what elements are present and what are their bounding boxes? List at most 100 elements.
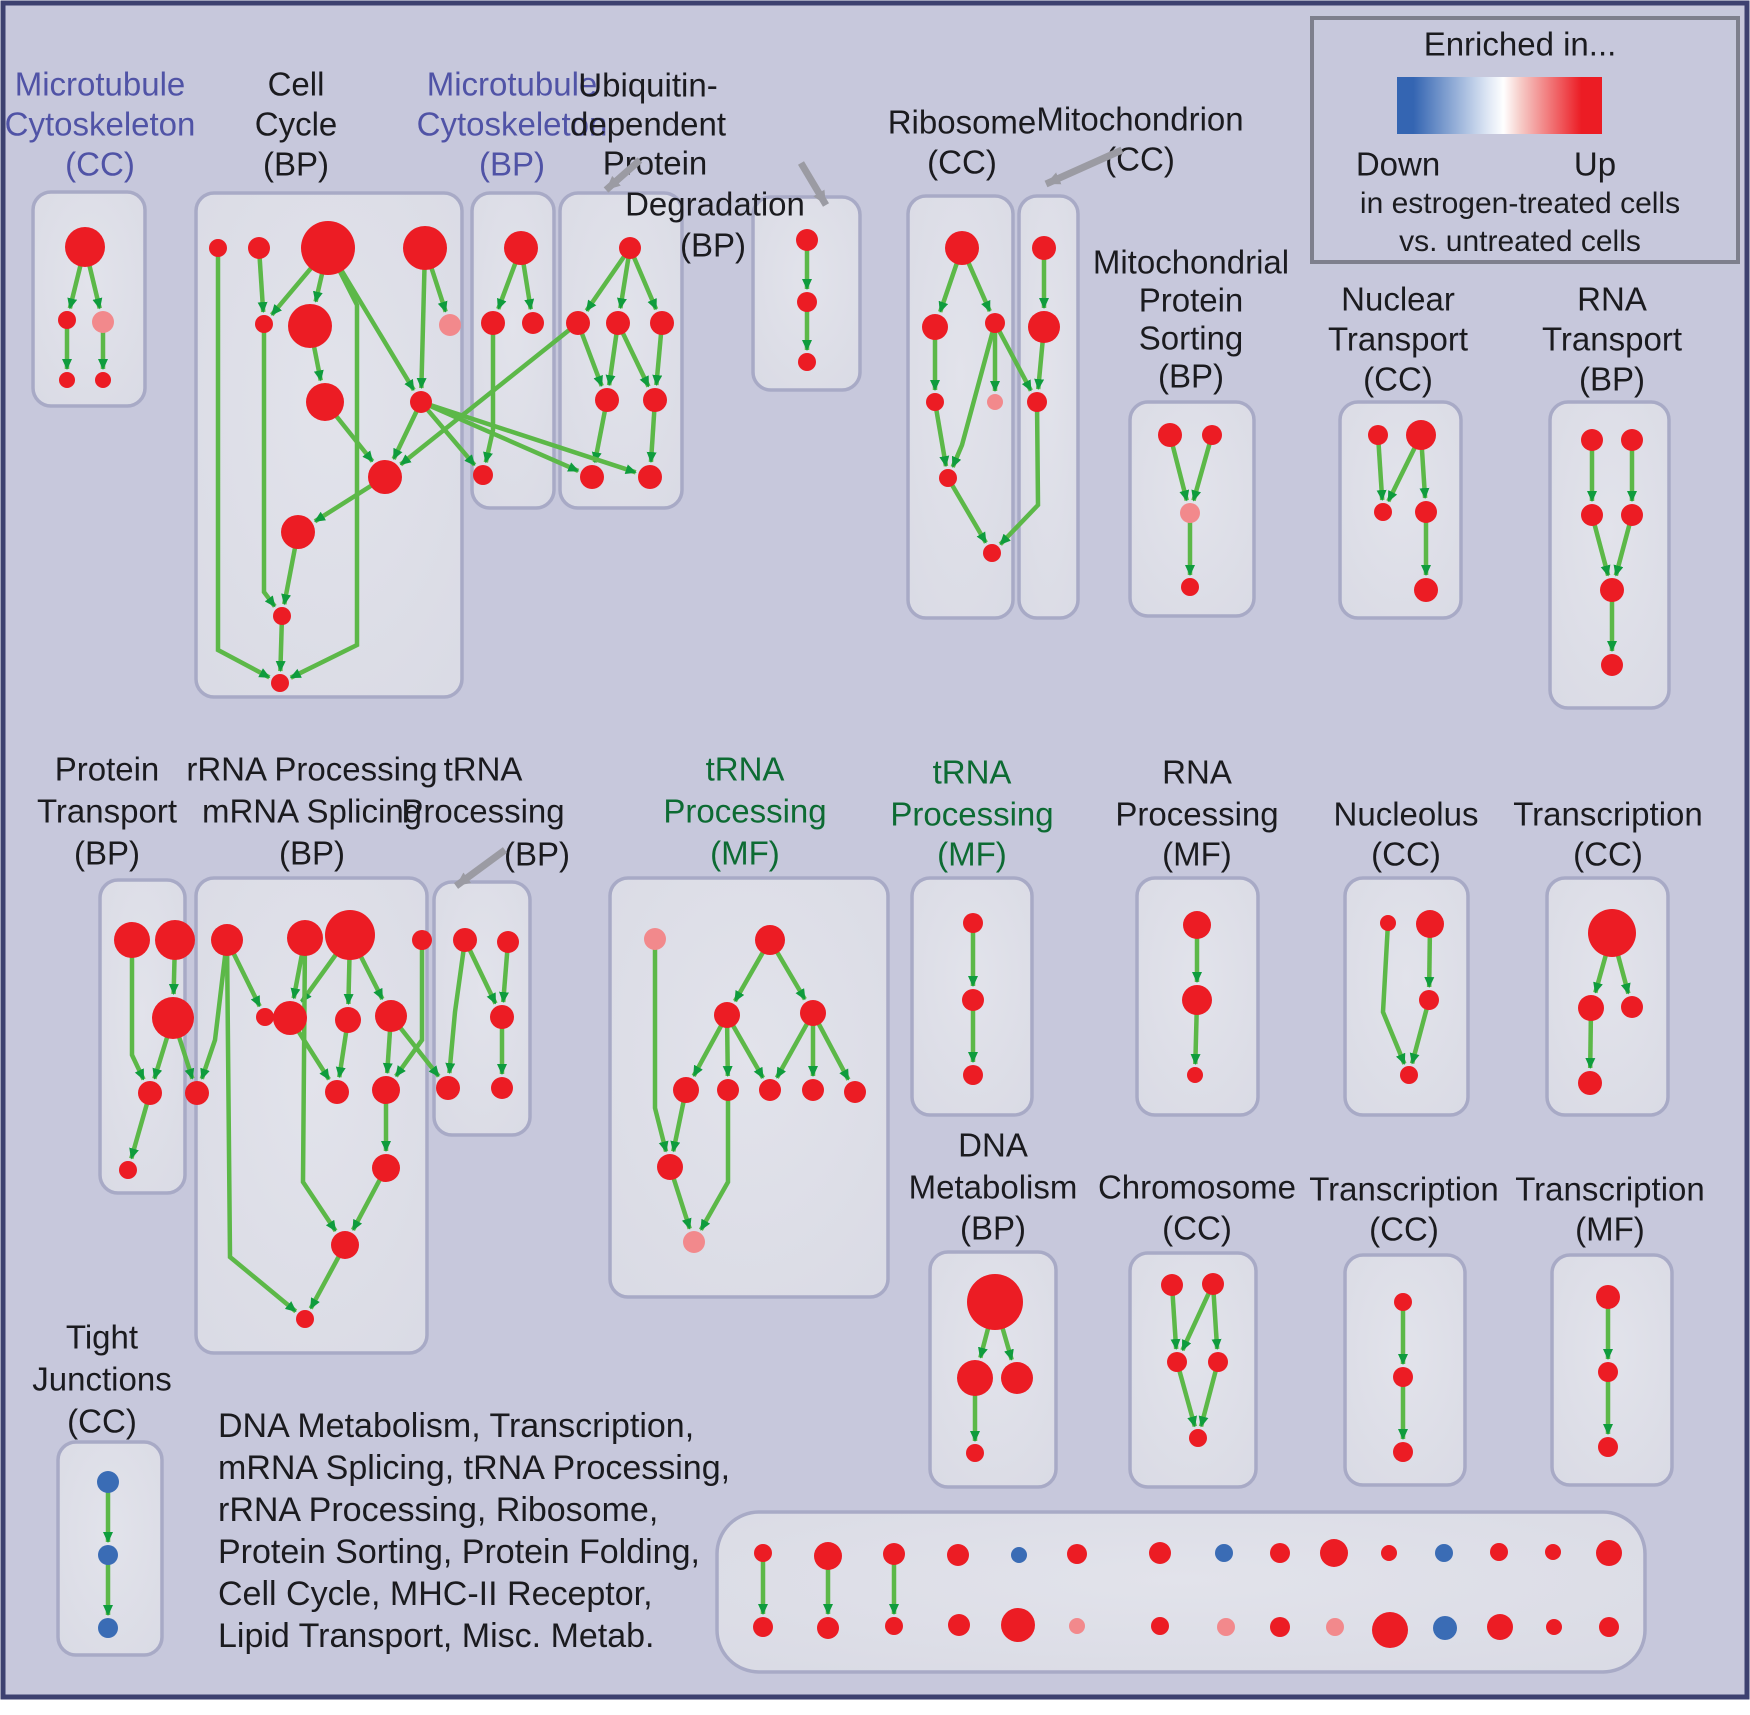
gene-node	[606, 311, 630, 335]
gene-node	[372, 1154, 400, 1182]
edge	[483, 323, 496, 464]
edge	[946, 476, 988, 544]
gene-node	[1588, 909, 1636, 957]
edge	[199, 939, 230, 1080]
gene-node	[92, 311, 114, 333]
cluster-label-mito: Mitochondrion	[1036, 101, 1243, 138]
gene-node	[683, 1231, 705, 1253]
gene-node	[1381, 1545, 1397, 1561]
cluster-label-trna_mf1: tRNA	[706, 751, 785, 788]
cluster-label-mt_cc: (CC)	[65, 146, 135, 183]
gene-node	[1419, 990, 1439, 1010]
gene-node	[288, 304, 332, 348]
cluster-label-mito_sort: Sorting	[1139, 320, 1244, 357]
cluster-label-trans_cc3: (CC)	[1369, 1211, 1439, 1248]
misc-cluster-text: Lipid Transport, Misc. Metab.	[218, 1617, 655, 1655]
cluster-box-trans_cc2	[1545, 876, 1670, 1117]
gene-node	[453, 928, 477, 952]
gene-node	[58, 311, 76, 329]
misc-cluster-text: rRNA Processing, Ribosome,	[218, 1491, 658, 1529]
edge	[129, 940, 146, 1081]
cluster-label-trna_bp: (BP)	[504, 836, 570, 873]
gene-node	[967, 1274, 1023, 1330]
edge	[420, 399, 580, 474]
gene-node	[1189, 1429, 1207, 1447]
gene-node	[1326, 1618, 1344, 1636]
gene-node	[256, 1008, 274, 1026]
cluster-label-dna_met: DNA	[958, 1127, 1028, 1164]
gene-node	[1621, 996, 1643, 1018]
gene-node	[1581, 429, 1603, 451]
cluster-label-mt_cc: Microtubule	[15, 66, 186, 103]
gene-node	[753, 1617, 773, 1637]
cluster-label-trna_bp: Processing	[401, 793, 564, 830]
gene-node	[657, 1154, 683, 1180]
edge	[950, 322, 998, 468]
gene-node	[922, 314, 948, 340]
cluster-box-chromosome	[1128, 1251, 1258, 1489]
gene-node	[800, 1000, 826, 1026]
gene-node	[643, 388, 667, 412]
gene-node	[1069, 1618, 1085, 1634]
edge	[698, 1090, 731, 1231]
cluster-label-tight_j: (CC)	[67, 1403, 137, 1440]
cluster-label-dna_met: (BP)	[960, 1210, 1026, 1247]
cluster-label-mt_bp: (BP)	[479, 146, 545, 183]
gene-node	[1380, 915, 1396, 931]
edge	[275, 615, 286, 673]
gene-node	[1601, 654, 1623, 676]
gene-node	[1217, 1618, 1235, 1636]
cluster-label-prot_trans: (BP)	[74, 835, 140, 872]
cluster-label-ubiq_a: (BP)	[680, 227, 746, 264]
edge	[993, 321, 1033, 392]
gene-node	[473, 465, 493, 485]
gene-node	[375, 1000, 407, 1032]
gene-node	[802, 1079, 824, 1101]
gene-node	[522, 312, 544, 334]
annotation-arrow	[453, 847, 508, 889]
cluster-label-trna_mf2: tRNA	[933, 754, 1012, 791]
gene-node	[1001, 1608, 1035, 1642]
gene-node	[1149, 1542, 1171, 1564]
gene-node	[98, 1618, 118, 1638]
edge	[261, 324, 277, 608]
gene-node	[296, 1310, 314, 1328]
cluster-label-nucleolus: Nucleolus	[1334, 796, 1479, 833]
annotation-arrow	[1044, 146, 1124, 188]
cluster-label-rna_proc: RNA	[1162, 754, 1232, 791]
gene-node	[481, 311, 505, 335]
gene-node	[580, 465, 604, 489]
gene-node	[844, 1081, 866, 1103]
gene-node	[271, 674, 289, 692]
gene-node	[1167, 1352, 1187, 1372]
gene-node	[331, 1231, 359, 1259]
gene-node	[798, 353, 816, 371]
gene-node	[209, 239, 227, 257]
edge	[419, 400, 477, 467]
edge	[399, 321, 580, 467]
legend-up-label: Up	[1574, 146, 1616, 183]
gene-node	[287, 920, 323, 956]
gene-node	[1598, 1437, 1618, 1457]
misc-cluster-text: Protein Sorting, Protein Folding,	[218, 1533, 700, 1571]
gene-node	[1270, 1543, 1290, 1563]
gene-node	[273, 607, 291, 625]
gene-node	[98, 1545, 118, 1565]
gene-node	[987, 394, 1003, 410]
cluster-box-nucleolus	[1343, 876, 1470, 1117]
gene-node	[814, 1542, 842, 1570]
cluster-box-nuc_trans	[1338, 400, 1463, 620]
gene-node	[368, 460, 402, 494]
cluster-label-nuc_trans: Transport	[1328, 321, 1468, 358]
cluster-label-trna_mf1: (MF)	[710, 835, 780, 872]
gene-node	[95, 372, 111, 388]
edge	[1174, 1361, 1197, 1428]
gene-node	[1406, 420, 1436, 450]
gene-node	[963, 1065, 983, 1085]
cluster-label-trans_cc3: Transcription	[1309, 1171, 1499, 1208]
layer-nodes	[58, 221, 1643, 1648]
cluster-label-trna_bp: tRNA	[444, 751, 523, 788]
gene-node	[948, 1614, 970, 1636]
misc-cluster-text: DNA Metabolism, Transcription,	[218, 1407, 694, 1445]
cluster-label-prot_trans: Protein	[55, 751, 160, 788]
